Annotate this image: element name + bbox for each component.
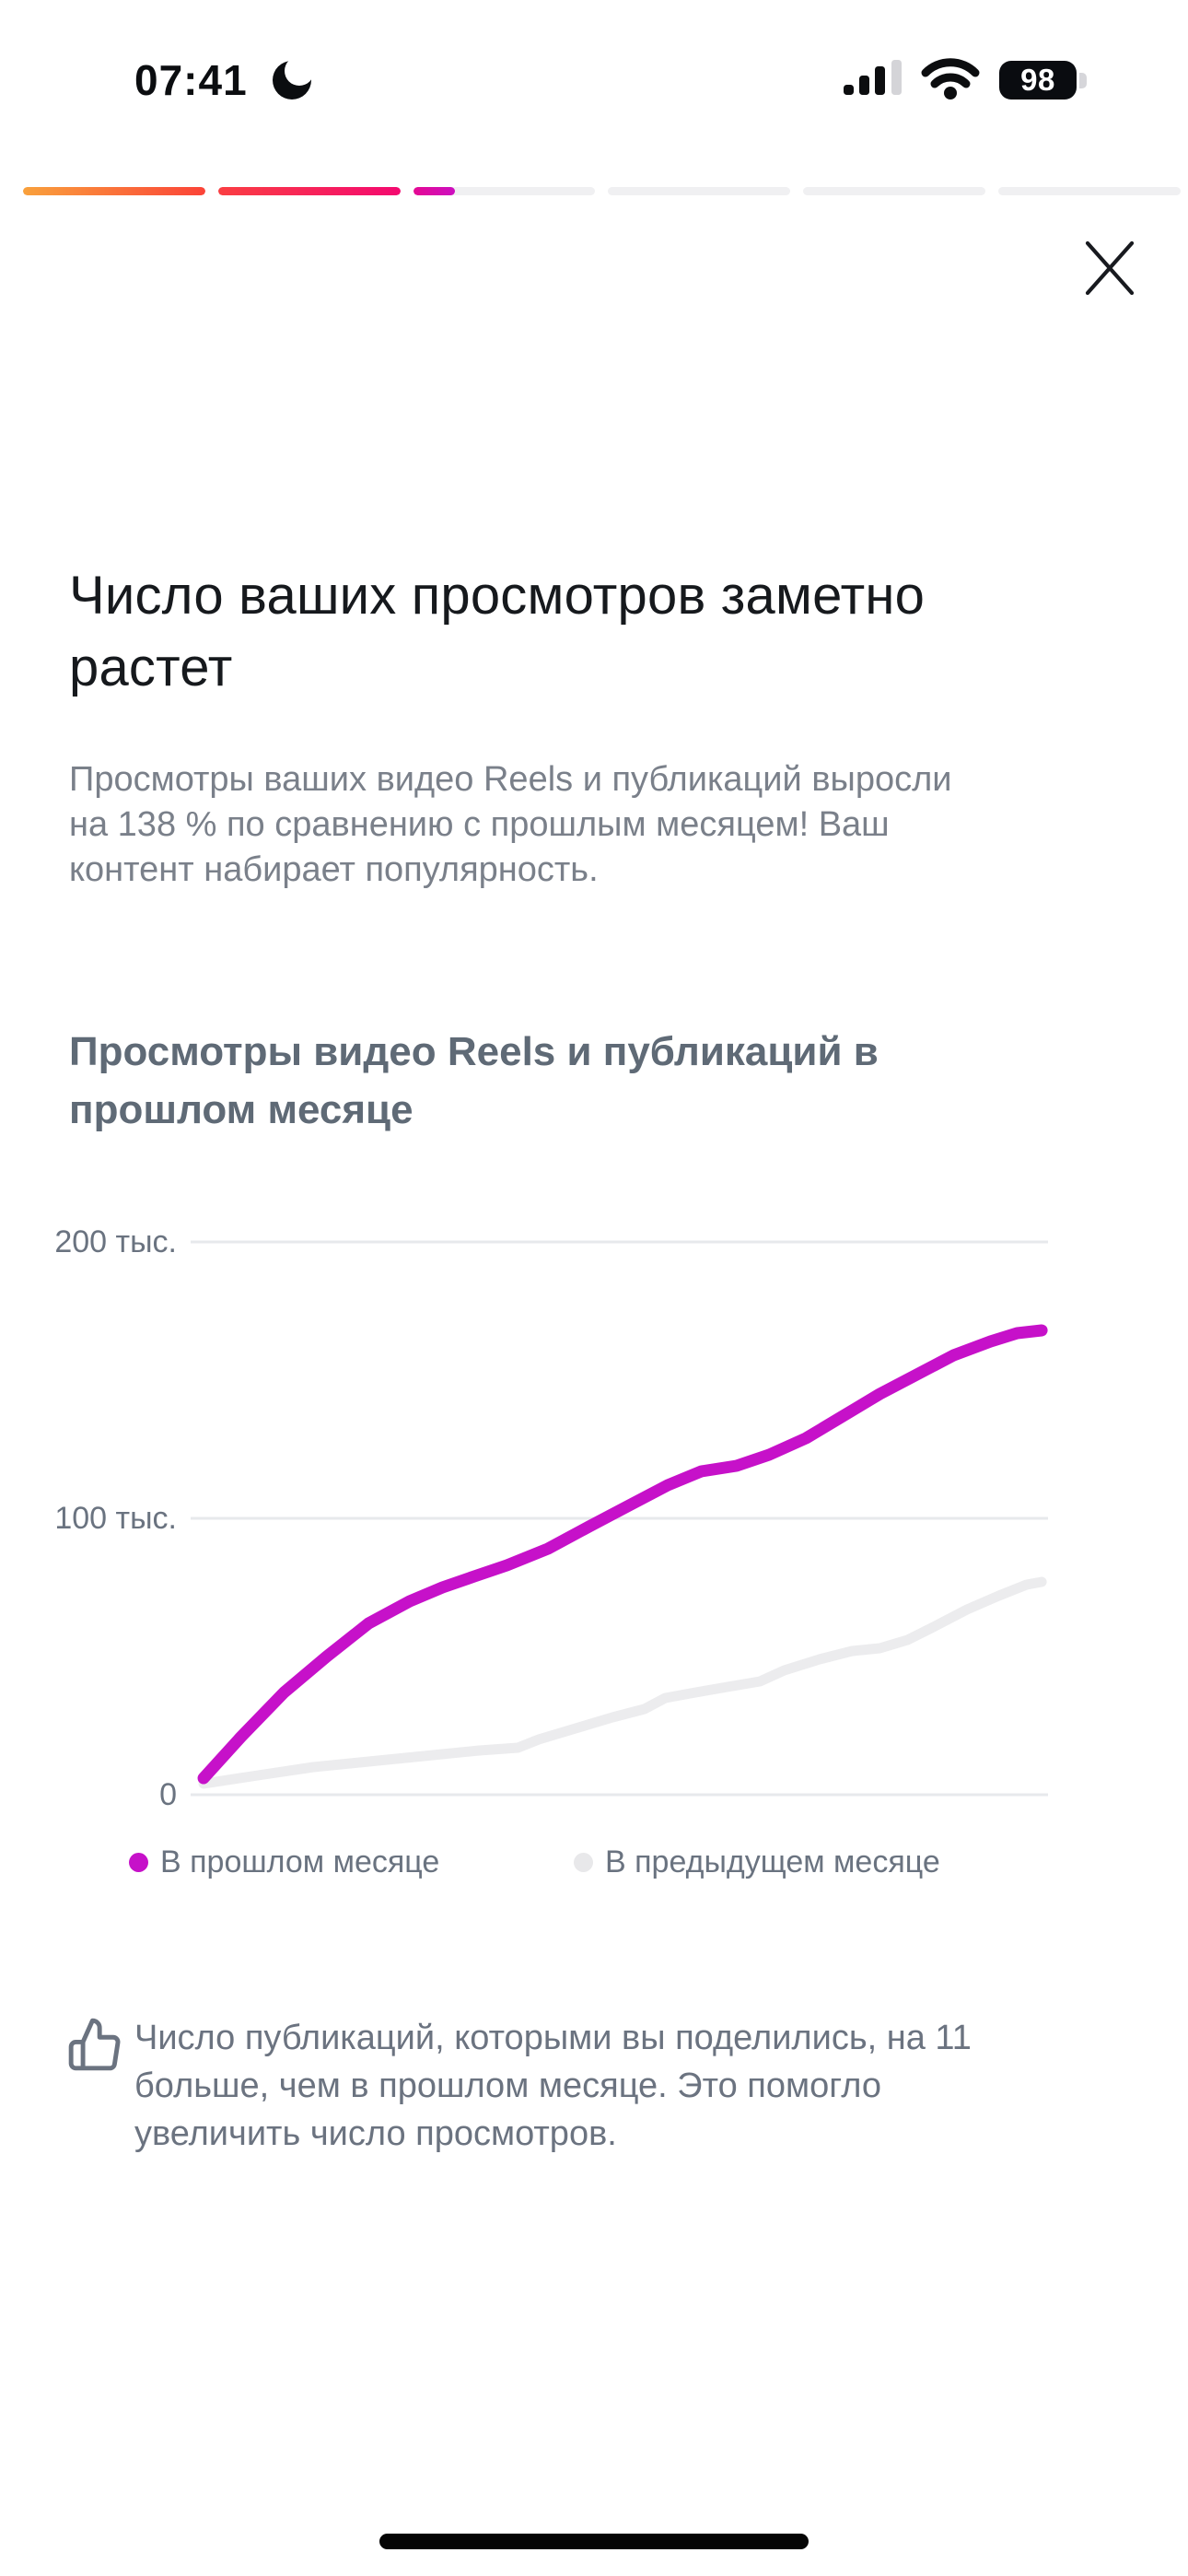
legend-item-last-month: В прошлом месяце [129,1844,440,1879]
legend-label-last-month: В прошлом месяце [160,1844,440,1879]
legend-dot-previous-month [574,1852,593,1872]
legend-item-previous-month: В предыдущем месяце [574,1844,940,1879]
wifi-icon [921,58,980,100]
progress-segment [413,187,596,195]
battery-indicator: 98 [999,61,1077,100]
battery-tip [1079,73,1087,88]
y-axis-tick-100k: 100 тыс. [54,1501,177,1536]
legend-label-previous-month: В предыдущем месяце [605,1844,940,1879]
home-indicator[interactable] [379,2534,809,2549]
y-axis-tick-200k: 200 тыс. [54,1224,177,1259]
page-title: Число ваших просмотров заметно растет [69,566,926,697]
legend-dot-last-month [129,1852,148,1872]
battery-percent: 98 [1020,63,1055,97]
views-line-chart [190,1240,1188,1797]
y-axis-tick-0: 0 [159,1777,177,1812]
progress-segment [23,187,205,195]
cellular-signal-icon [844,60,902,95]
progress-segment [217,187,401,195]
previous-month-line [204,1582,1042,1784]
last-month-line [204,1330,1042,1778]
progress-segment [998,187,1181,195]
moon-focus-icon [273,59,314,100]
chart-title: Просмотры видео Reels и публикаций в про… [69,1029,879,1132]
close-button[interactable] [1079,236,1138,295]
status-time: 07:41 [134,56,248,104]
thumbs-up-icon [68,2018,121,2071]
insight-text: Число публикаций, которыми вы поделились… [134,2019,972,2153]
progress-segment [803,187,986,195]
story-progress-bar[interactable] [23,187,1181,195]
page-subtitle: Просмотры ваших видео Reels и публикаций… [69,760,952,889]
progress-segment [608,187,791,195]
